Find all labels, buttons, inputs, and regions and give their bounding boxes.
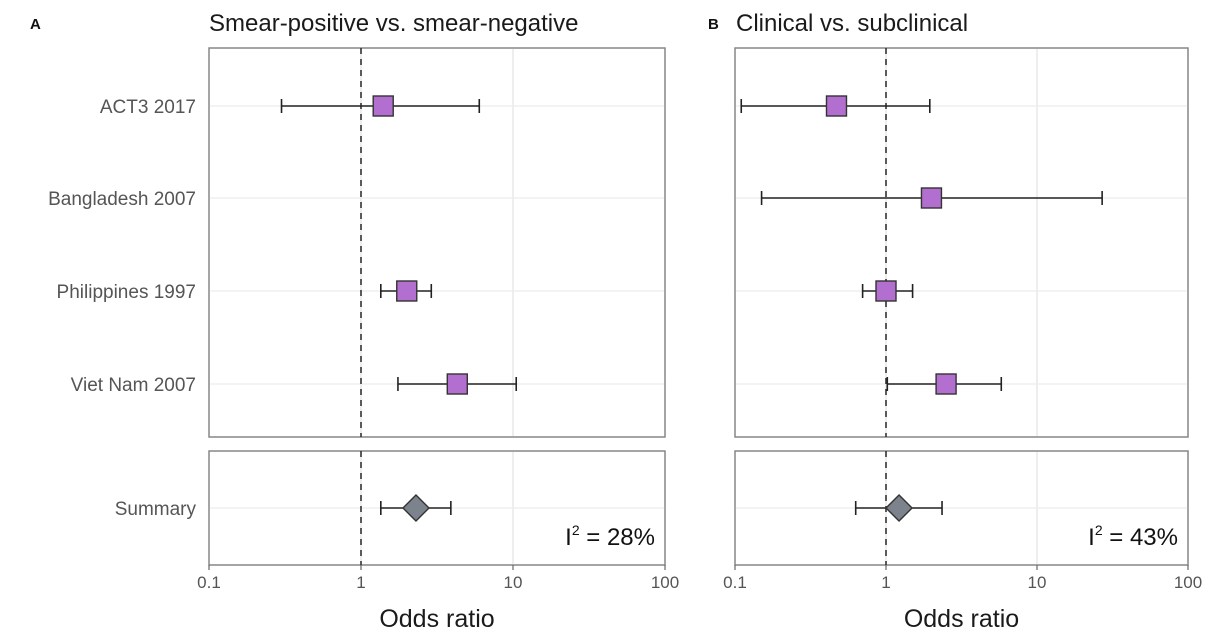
x-tick-label: 100 xyxy=(1174,573,1202,592)
summary-estimate-marker xyxy=(885,494,914,522)
panel-letter: B xyxy=(708,16,719,33)
summary-label: Summary xyxy=(115,499,197,520)
studies-plot-border xyxy=(208,47,666,438)
summary-plot-border xyxy=(208,450,666,566)
heterogeneity-label: I2 = 43% xyxy=(1088,522,1178,551)
study-estimate-marker xyxy=(372,95,394,117)
panel-title: Clinical vs. subclinical xyxy=(736,10,968,37)
study-estimate-marker xyxy=(396,280,418,302)
studies-plot-border xyxy=(734,47,1189,438)
x-tick-label: 100 xyxy=(651,573,679,592)
panel-letter: A xyxy=(30,16,41,33)
panel-title: Smear-positive vs. smear-negative xyxy=(209,10,578,37)
x-tick-label: 10 xyxy=(504,573,523,592)
forest-panel-a: A Smear-positive vs. smear-negative I2 = 2… xyxy=(30,10,679,633)
summary-estimate-marker xyxy=(401,494,430,522)
study-estimate-marker xyxy=(446,373,468,395)
study-estimate-marker xyxy=(825,95,848,117)
forest-panel-b: B Clinical vs. subclinical I2 = 43% 0.1 1 10 1… xyxy=(708,10,1202,633)
x-tick-label: 0.1 xyxy=(723,573,747,592)
study-estimate-marker xyxy=(875,280,897,302)
summary-plot-border xyxy=(734,450,1189,566)
studies-plot-area xyxy=(734,47,1189,438)
study-label: Bangladesh 2007 xyxy=(48,189,196,210)
study-estimate-marker xyxy=(920,187,943,209)
study-label: ACT3 2017 xyxy=(100,97,196,118)
study-label: Philippines 1997 xyxy=(57,282,196,303)
x-tick-label: 1 xyxy=(881,573,890,592)
x-axis-title: Odds ratio xyxy=(904,605,1019,633)
studies-plot-area xyxy=(208,47,666,438)
x-tick-label: 0.1 xyxy=(197,573,221,592)
study-estimate-marker xyxy=(935,373,957,395)
x-tick-label: 10 xyxy=(1028,573,1047,592)
heterogeneity-label: I2 = 28% xyxy=(565,522,655,551)
x-axis-title: Odds ratio xyxy=(379,605,494,633)
study-label: Viet Nam 2007 xyxy=(71,375,196,396)
x-tick-label: 1 xyxy=(356,573,365,592)
